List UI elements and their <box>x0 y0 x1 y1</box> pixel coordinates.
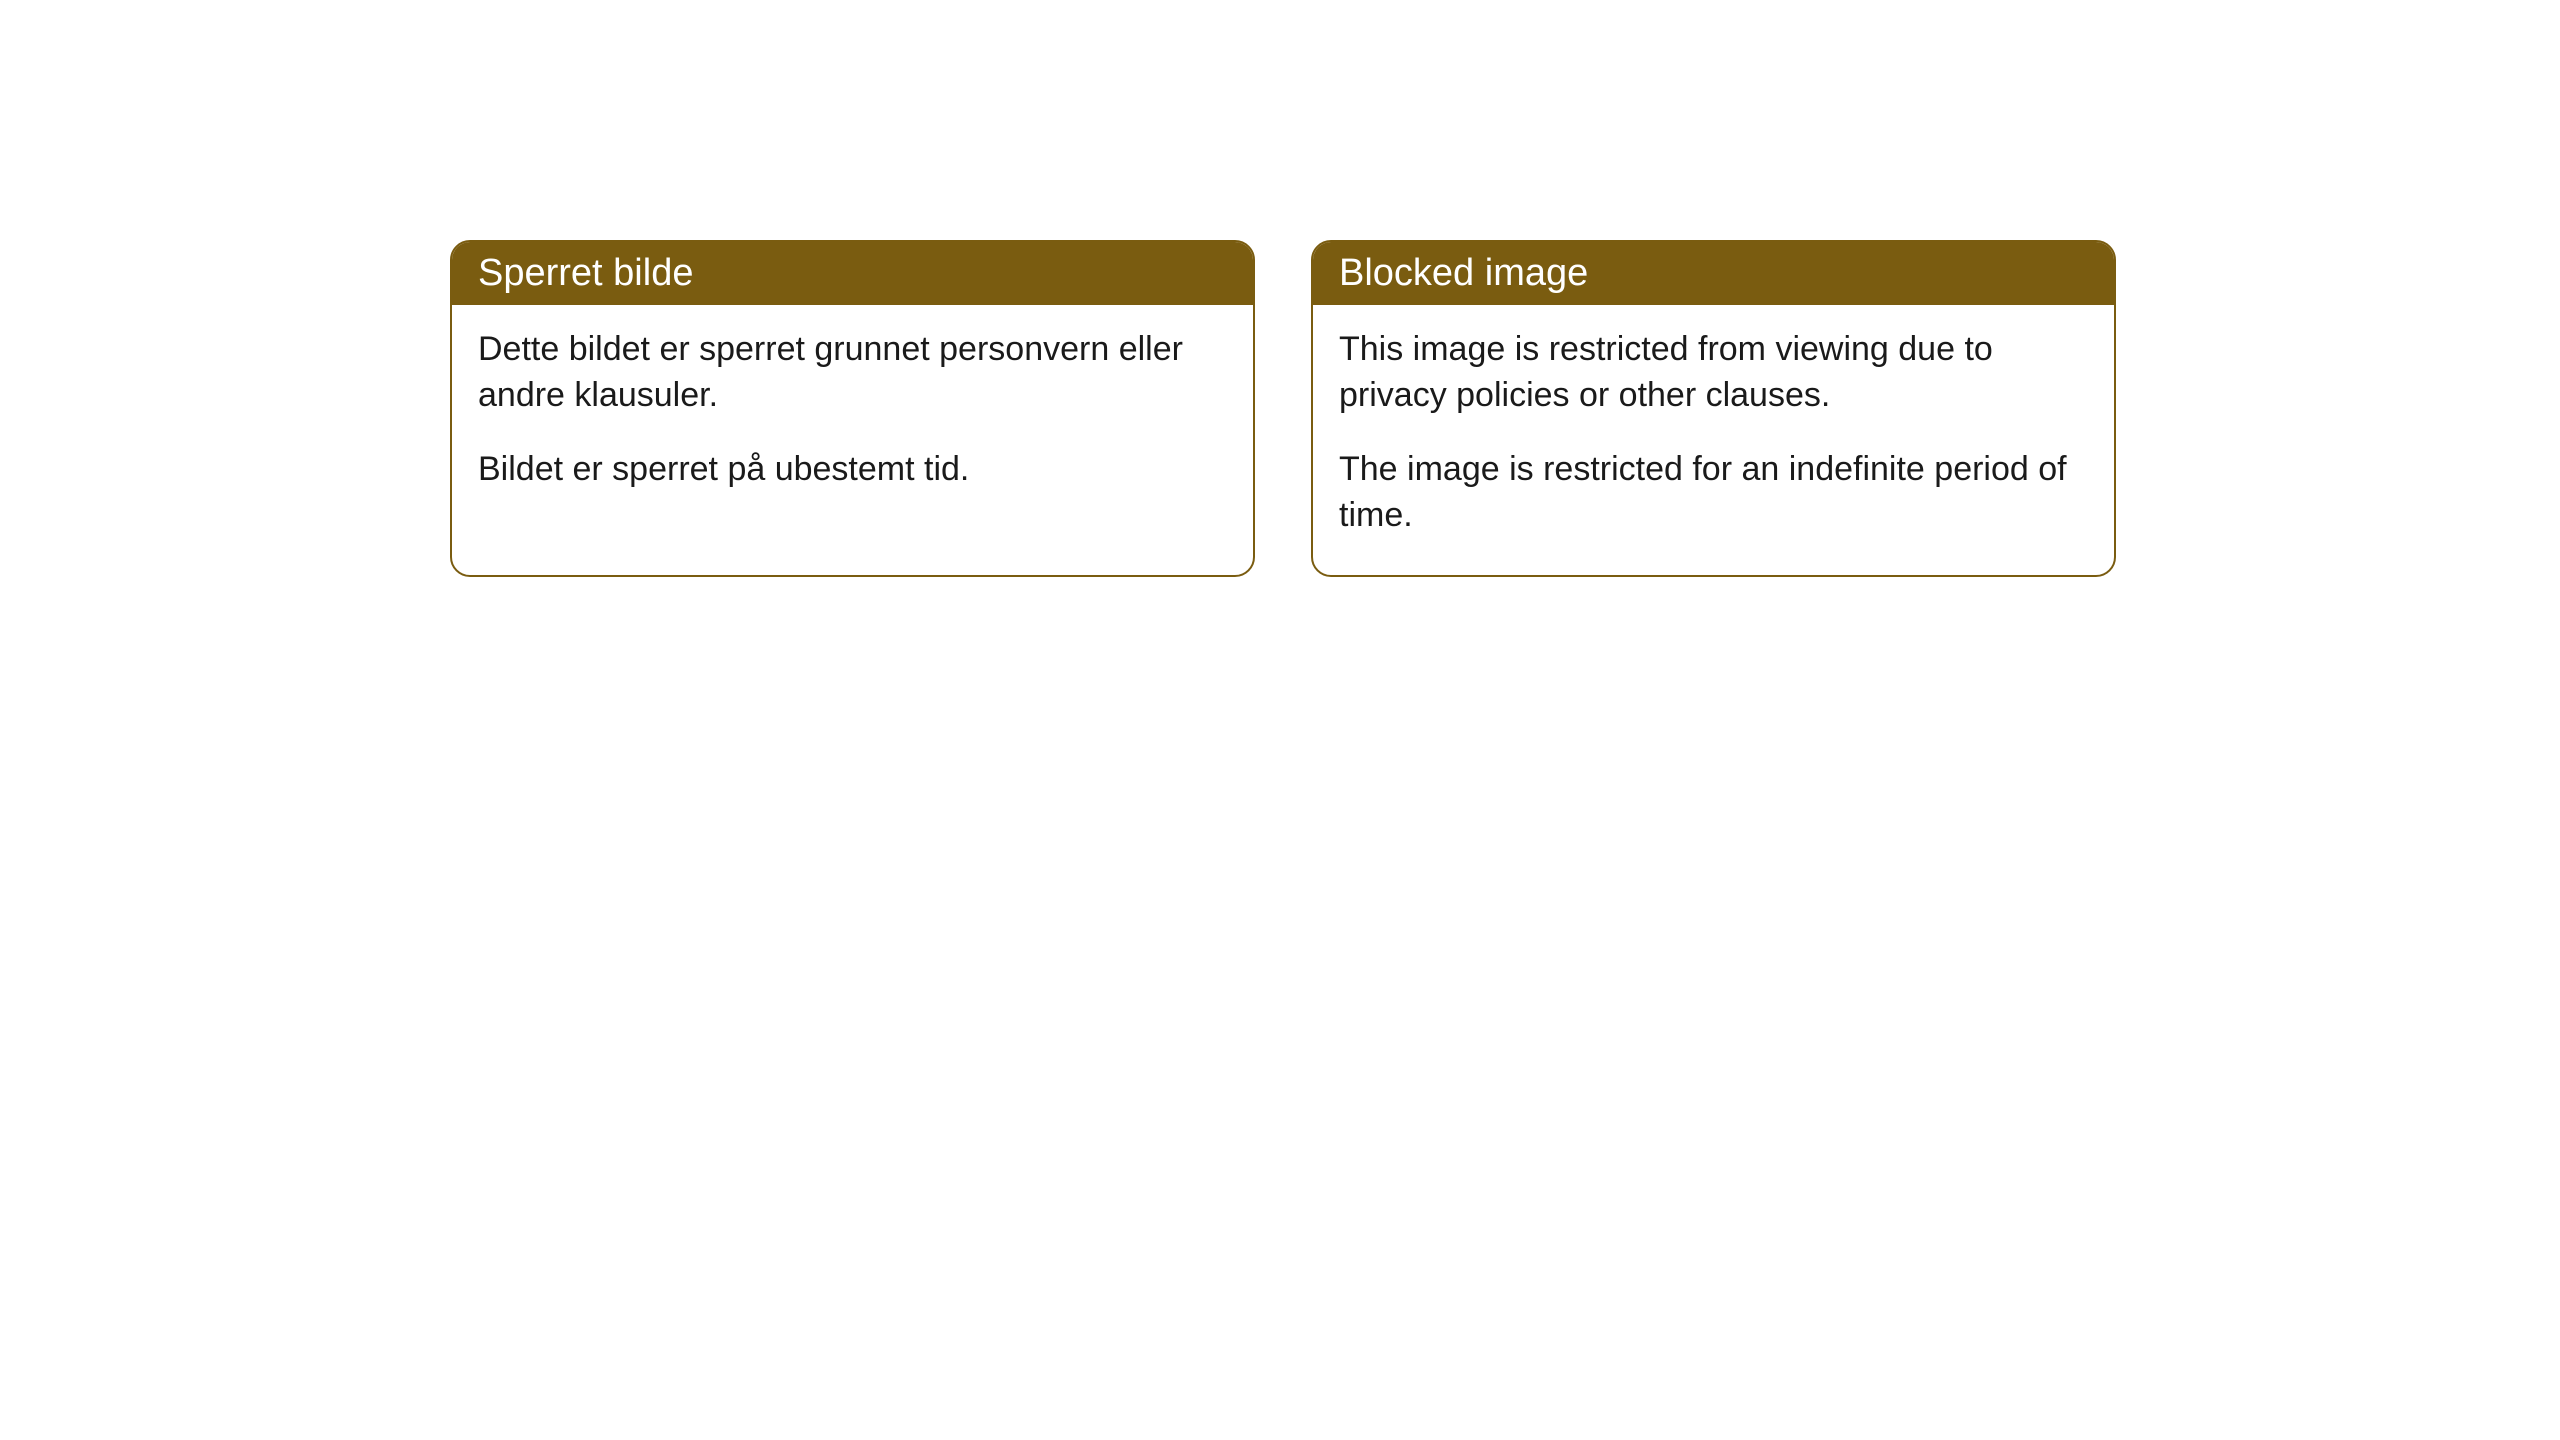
notice-cards-container: Sperret bilde Dette bildet er sperret gr… <box>450 240 2560 577</box>
card-paragraph: Bildet er sperret på ubestemt tid. <box>478 447 1227 493</box>
blocked-image-card-english: Blocked image This image is restricted f… <box>1311 240 2116 577</box>
card-header-english: Blocked image <box>1313 242 2114 305</box>
card-header-norwegian: Sperret bilde <box>452 242 1253 305</box>
card-body-english: This image is restricted from viewing du… <box>1313 305 2114 575</box>
card-paragraph: The image is restricted for an indefinit… <box>1339 447 2088 539</box>
card-paragraph: Dette bildet er sperret grunnet personve… <box>478 327 1227 419</box>
card-title: Sperret bilde <box>478 252 693 294</box>
card-paragraph: This image is restricted from viewing du… <box>1339 327 2088 419</box>
card-body-norwegian: Dette bildet er sperret grunnet personve… <box>452 305 1253 529</box>
blocked-image-card-norwegian: Sperret bilde Dette bildet er sperret gr… <box>450 240 1255 577</box>
card-title: Blocked image <box>1339 252 1588 294</box>
